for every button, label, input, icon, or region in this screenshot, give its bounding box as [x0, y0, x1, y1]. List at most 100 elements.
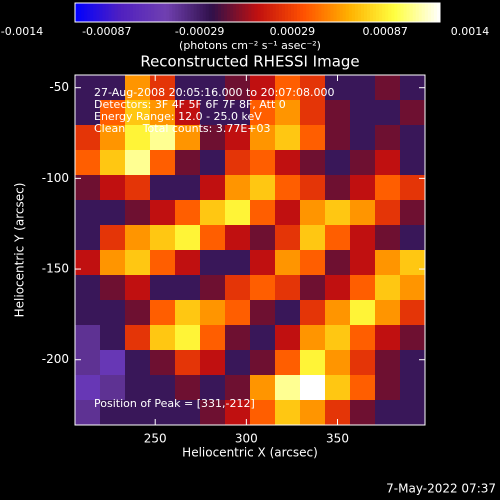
heatmap-cell: [175, 375, 201, 401]
heatmap-cell: [125, 250, 151, 276]
heatmap-cell: [275, 175, 301, 201]
colorbar-swatch: [373, 3, 377, 22]
heatmap-cell: [225, 150, 251, 176]
colorbar-swatch: [169, 3, 173, 22]
heatmap-cell: [250, 225, 276, 251]
heatmap-cell: [225, 300, 251, 326]
heatmap-cell: [75, 400, 101, 426]
heatmap-cell: [150, 125, 176, 151]
colorbar-tick-label: 0.00029: [270, 25, 316, 38]
colorbar-frame: [74, 2, 441, 23]
heatmap-cell: [325, 300, 351, 326]
heatmap-cell: [100, 250, 126, 276]
annotation: Energy Range: 12.0 - 25.0 keV: [94, 110, 262, 123]
heatmap-cell: [200, 75, 226, 101]
heatmap-cell: [100, 100, 126, 126]
colorbar-swatch: [327, 3, 331, 22]
colorbar-swatch: [205, 3, 210, 22]
heatmap-cell: [75, 250, 101, 276]
heatmap-cell: [125, 400, 151, 426]
colorbar-tick-label: -0.00029: [175, 25, 224, 38]
heatmap-cell: [275, 200, 301, 226]
colorbar-swatch: [357, 3, 362, 22]
heatmap-cell: [400, 275, 426, 301]
heatmap-cell: [125, 375, 151, 401]
heatmap-cell: [150, 375, 176, 401]
heatmap-cell: [275, 325, 301, 351]
colorbar: [74, 2, 441, 23]
heatmap-cell: [75, 200, 101, 226]
colorbar-swatch: [388, 3, 392, 22]
heatmap-cell: [100, 150, 126, 176]
colorbar-swatch: [430, 3, 435, 22]
heatmap-cell: [175, 125, 201, 151]
colorbar-swatch: [208, 3, 213, 22]
colorbar-swatch: [339, 3, 344, 22]
colorbar-swatch: [415, 3, 420, 22]
y-tick-label: -200: [42, 352, 69, 366]
colorbar-swatch: [138, 3, 143, 22]
colorbar-swatch: [260, 3, 265, 22]
heatmap-cell: [125, 100, 151, 126]
colorbar-swatch: [148, 3, 152, 22]
heatmap-cell: [175, 100, 201, 126]
colorbar-swatch: [348, 3, 353, 22]
heatmap-cell: [275, 400, 301, 426]
colorbar-swatch: [221, 3, 225, 22]
heatmap-cell: [225, 175, 251, 201]
heatmap-cell: [325, 200, 351, 226]
heatmap-cell: [375, 175, 401, 201]
colorbar-swatch: [394, 3, 398, 22]
heatmap-cell: [175, 250, 201, 276]
heatmap-cell: [75, 100, 101, 126]
heatmap-cell: [300, 100, 326, 126]
heatmap-cell: [250, 400, 276, 426]
heatmap-cell: [350, 75, 376, 101]
colorbar-swatch: [303, 3, 307, 22]
colorbar-swatch: [406, 3, 411, 22]
heatmap-cell: [150, 225, 176, 251]
heatmap-cell: [125, 175, 151, 201]
heatmap-cell: [75, 375, 101, 401]
heatmap-cell: [300, 75, 326, 101]
heatmap-cell: [200, 175, 226, 201]
heatmap-cell: [150, 325, 176, 351]
heatmap-cell: [175, 225, 201, 251]
colorbar-swatch: [321, 3, 325, 22]
heatmap-cell: [350, 100, 376, 126]
y-axis-label: Heliocentric Y (arcsec): [13, 183, 27, 318]
heatmap-cell: [375, 75, 401, 101]
colorbar-swatch: [333, 3, 338, 22]
heatmap-cell: [250, 100, 276, 126]
heatmap-cell: [100, 325, 126, 351]
heatmap-cell: [150, 175, 176, 201]
colorbar-swatch: [351, 3, 356, 22]
heatmap-cell: [200, 150, 226, 176]
heatmap-cell: [250, 150, 276, 176]
colorbar-swatch: [196, 3, 201, 22]
colorbar-swatch: [418, 3, 423, 22]
heatmap-cell: [375, 125, 401, 151]
colorbar-swatch: [297, 3, 301, 22]
heatmap-cell: [300, 400, 326, 426]
heatmap-cell: [375, 200, 401, 226]
colorbar-swatch: [233, 3, 237, 22]
heatmap-cell: [275, 275, 301, 301]
chart-title: Reconstructed RHESSI Image: [140, 53, 359, 71]
colorbar-swatch: [211, 3, 216, 22]
heatmap-cell: [325, 125, 351, 151]
heatmap-cell: [150, 200, 176, 226]
heatmap-cell: [175, 150, 201, 176]
x-tick-label: 300: [235, 432, 258, 446]
heatmap-cell: [325, 100, 351, 126]
heatmap-cell: [200, 350, 226, 376]
heatmap-cell: [325, 375, 351, 401]
colorbar-swatch: [354, 3, 359, 22]
colorbar-swatch: [269, 3, 274, 22]
heatmap-cell: [175, 300, 201, 326]
heatmap-cell: [250, 275, 276, 301]
heatmap-cell: [225, 125, 251, 151]
heatmap-cell: [75, 150, 101, 176]
colorbar-swatch: [166, 3, 170, 22]
heatmap-cell: [150, 350, 176, 376]
